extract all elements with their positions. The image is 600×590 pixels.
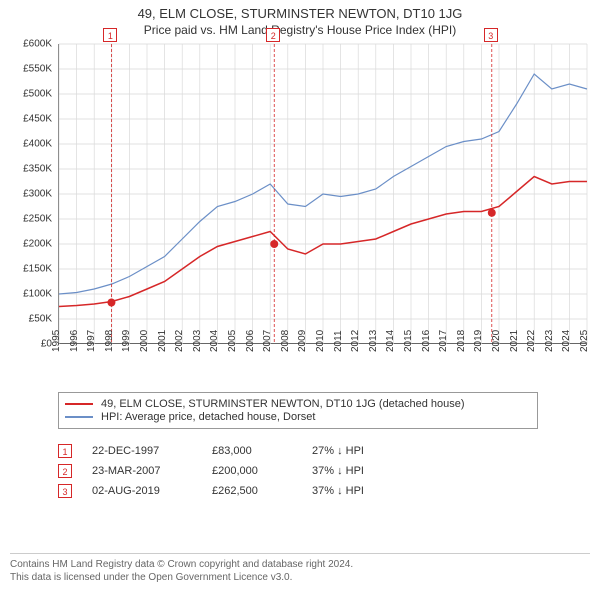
x-axis-label: 2025 [579,330,590,352]
y-axis-label: £300K [2,189,52,200]
y-axis-label: £500K [2,89,52,100]
event-badge: 1 [58,444,72,458]
y-axis-label: £100K [2,289,52,300]
event-badge: 2 [58,464,72,478]
x-axis-label: 2017 [438,330,449,352]
x-axis-label: 2019 [473,330,484,352]
x-axis-label: 2011 [333,330,344,352]
event-pct-vs-hpi: 27% ↓ HPI [312,445,402,457]
x-axis-label: 2008 [280,330,291,352]
x-axis-label: 1997 [86,330,97,352]
y-axis-label: £0 [2,339,52,350]
x-axis-label: 2022 [526,330,537,352]
chart-svg [59,44,587,344]
y-axis-label: £550K [2,64,52,75]
chart-title-subtitle: Price paid vs. HM Land Registry's House … [0,23,600,37]
event-badge: 3 [58,484,72,498]
sale-event-row: 2 23-MAR-2007 £200,000 37% ↓ HPI [58,464,402,478]
legend-row: 49, ELM CLOSE, STURMINSTER NEWTON, DT10 … [65,398,531,410]
x-axis-label: 2012 [350,330,361,352]
y-axis-label: £50K [2,314,52,325]
legend-swatch [65,416,93,418]
x-axis-label: 2018 [456,330,467,352]
y-axis-label: £450K [2,114,52,125]
y-axis-label: £200K [2,239,52,250]
x-axis-label: 2002 [174,330,185,352]
x-axis-label: 2016 [421,330,432,352]
x-axis-label: 2009 [297,330,308,352]
x-axis-label: 2020 [491,330,502,352]
x-axis-label: 2007 [262,330,273,352]
legend-label: 49, ELM CLOSE, STURMINSTER NEWTON, DT10 … [101,398,465,410]
y-axis-label: £400K [2,139,52,150]
x-axis-label: 2004 [209,330,220,352]
x-axis-label: 2010 [315,330,326,352]
x-axis-label: 1996 [69,330,80,352]
sale-marker-badge: 2 [266,28,280,42]
event-pct-vs-hpi: 37% ↓ HPI [312,465,402,477]
sale-marker-dot [107,299,115,307]
legend-swatch [65,403,93,405]
legend: 49, ELM CLOSE, STURMINSTER NEWTON, DT10 … [58,392,538,429]
sale-marker-badge: 1 [103,28,117,42]
x-axis-label: 2021 [509,330,520,352]
event-price: £262,500 [212,485,292,497]
footer-line1: Contains HM Land Registry data © Crown c… [10,558,590,571]
event-date: 02-AUG-2019 [92,485,192,497]
sale-marker-badge: 3 [484,28,498,42]
y-axis-label: £600K [2,39,52,50]
y-axis-label: £250K [2,214,52,225]
legend-label: HPI: Average price, detached house, Dors… [101,411,315,423]
event-pct-vs-hpi: 37% ↓ HPI [312,485,402,497]
sale-events-table: 1 22-DEC-1997 £83,000 27% ↓ HPI 2 23-MAR-2007… [58,438,402,504]
footer-line2: This data is licensed under the Open Gov… [10,571,590,584]
y-axis-label: £150K [2,264,52,275]
x-axis-label: 2000 [139,330,150,352]
sale-marker-dot [488,209,496,217]
x-axis-label: 1998 [104,330,115,352]
x-axis-label: 2023 [544,330,555,352]
chart-container: £0£50K£100K£150K£200K£250K£300K£350K£400… [8,42,592,382]
x-axis-label: 2003 [192,330,203,352]
x-axis-label: 1995 [51,330,62,352]
x-axis-label: 2014 [385,330,396,352]
x-axis-label: 2015 [403,330,414,352]
sale-event-row: 1 22-DEC-1997 £83,000 27% ↓ HPI [58,444,402,458]
chart-title-address: 49, ELM CLOSE, STURMINSTER NEWTON, DT10 … [0,6,600,21]
x-axis-label: 2001 [157,330,168,352]
event-date: 22-DEC-1997 [92,445,192,457]
footer-attribution: Contains HM Land Registry data © Crown c… [10,553,590,584]
x-axis-label: 2024 [561,330,572,352]
plot-area [58,44,586,344]
x-axis-label: 2013 [368,330,379,352]
x-axis-label: 2006 [245,330,256,352]
sale-event-row: 3 02-AUG-2019 £262,500 37% ↓ HPI [58,484,402,498]
event-price: £83,000 [212,445,292,457]
legend-row: HPI: Average price, detached house, Dors… [65,411,531,423]
x-axis-label: 2005 [227,330,238,352]
sale-marker-dot [270,240,278,248]
y-axis-label: £350K [2,164,52,175]
event-price: £200,000 [212,465,292,477]
event-date: 23-MAR-2007 [92,465,192,477]
x-axis-label: 1999 [121,330,132,352]
